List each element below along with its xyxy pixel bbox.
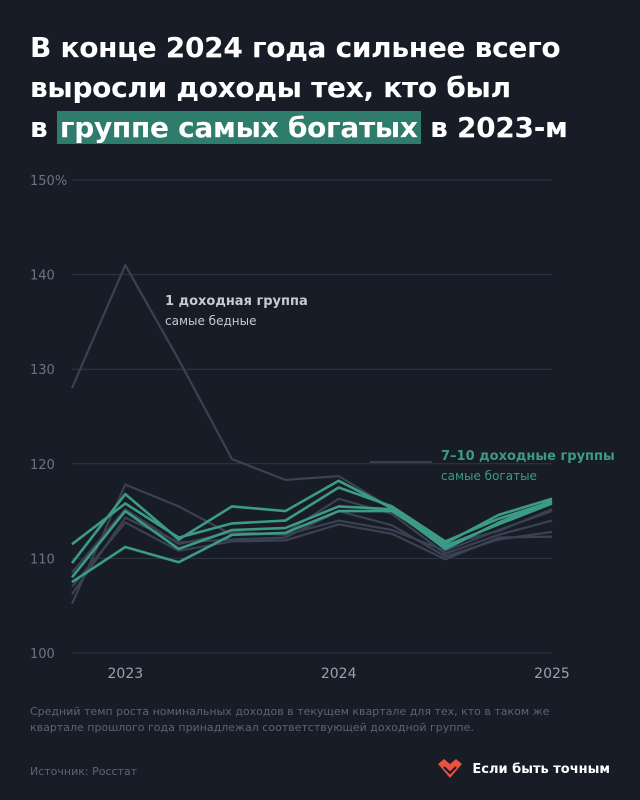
source-text: Источник: Росстат [30, 765, 138, 778]
lines-poor-group [70, 264, 553, 546]
title-line-2: выросли доходы тех, кто был [30, 71, 511, 104]
lines-other-groups [70, 483, 553, 605]
series-line-other-4 [71, 508, 553, 574]
series-line-rich-7 [70, 499, 553, 579]
line-chart: 100 110 120 130 140 150% 2023 2024 2025 1 доходн… [30, 174, 615, 682]
y-tick-label: 110 [30, 552, 55, 567]
y-tick-label: 140 [30, 269, 55, 284]
brand: Если быть точным [436, 758, 610, 780]
annotations: 1 доходная группа самые бедные 7–10 доходн… [165, 294, 615, 483]
annotation-poor-title: 1 доходная группа [165, 294, 308, 309]
grid-layer: 100 110 120 130 140 150% 2023 2024 2025 [30, 174, 570, 682]
annotation-rich-title: 7–10 доходные группы [441, 449, 615, 464]
chart-note: Средний темп роста номинальных доходов в… [30, 705, 550, 734]
title-line-3: в группе самых богатых в 2023-м [30, 108, 620, 148]
y-tick-label: 130 [30, 363, 55, 378]
x-tick-label: 2023 [108, 666, 144, 682]
title-highlight: группе самых богатых [56, 111, 421, 144]
lines-rich-groups [70, 479, 553, 584]
y-tick-label: 150% [30, 174, 67, 189]
chart-title: В конце 2024 года сильнее всего выросли … [30, 28, 620, 148]
y-tick-label: 120 [30, 458, 55, 473]
y-tick-label: 100 [30, 647, 55, 662]
brand-name: Если быть точным [472, 761, 610, 777]
series-line-rich-8 [71, 502, 553, 584]
annotation-rich-subtitle: самые богатые [441, 469, 537, 483]
annotation-poor-subtitle: самые бедные [165, 314, 256, 328]
series-line-poor-0 [70, 264, 553, 546]
x-tick-label: 2024 [321, 666, 357, 682]
series-line-rich-6 [71, 486, 553, 546]
title-line-3-pre: в [30, 111, 57, 144]
title-line-1: В конце 2024 года сильнее всего [30, 31, 561, 64]
x-tick-label: 2025 [534, 666, 570, 682]
series-line-other-3 [71, 521, 553, 588]
heart-logo-icon [438, 759, 463, 778]
title-line-3-post: в 2023-м [420, 111, 568, 144]
